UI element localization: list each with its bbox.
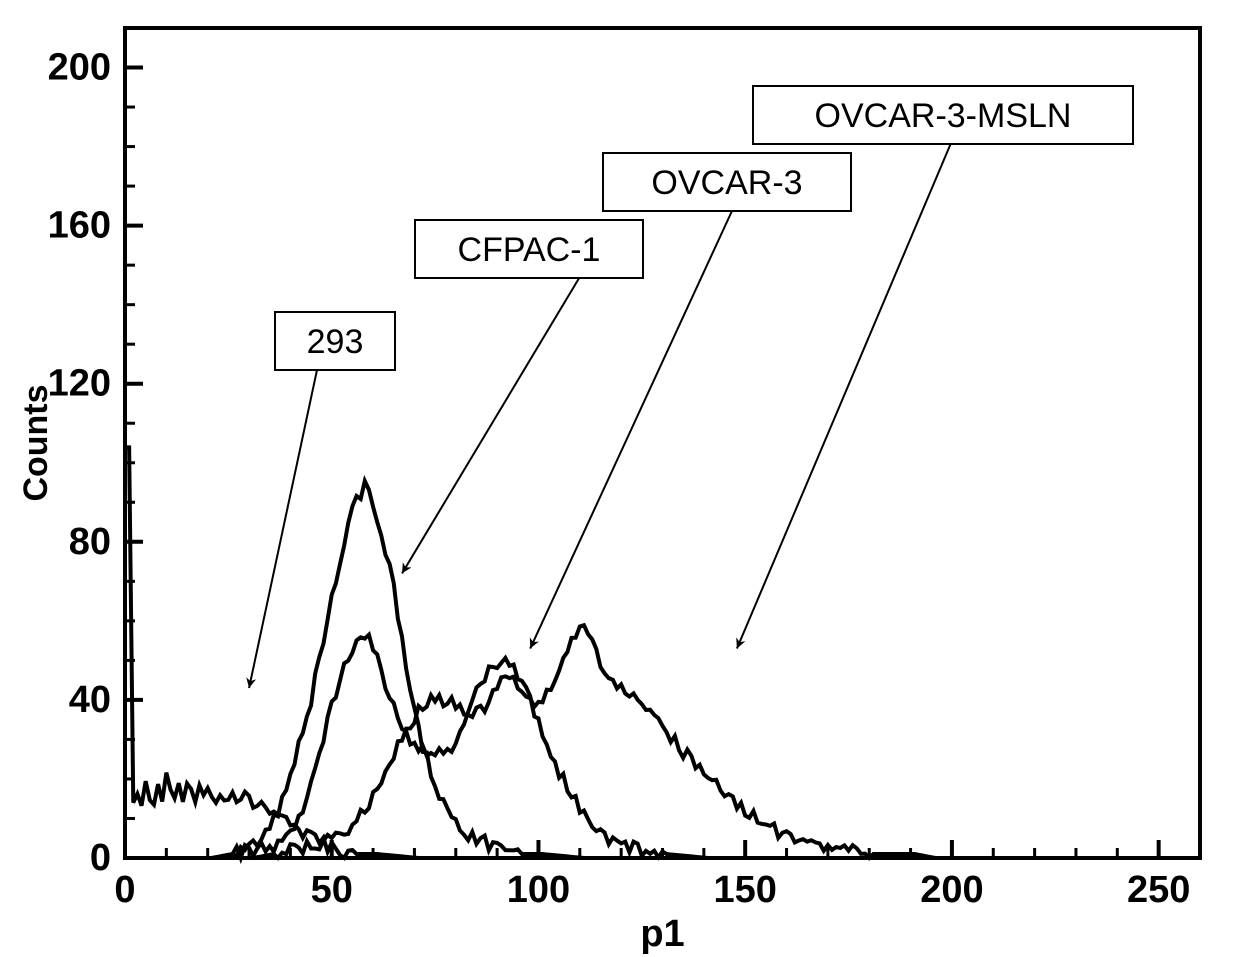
x-tick-label: 100 [507,869,570,911]
y-tick-label: 0 [90,837,111,879]
x-tick-label: 50 [311,869,353,911]
y-tick-label: 160 [48,205,111,247]
callout-label: 293 [307,323,364,361]
x-tick-label: 250 [1127,869,1190,911]
y-tick-label: 120 [48,363,111,405]
x-tick-label: 0 [114,869,135,911]
callout-label: OVCAR-3 [651,164,802,202]
callout-label: OVCAR-3-MSLN [815,97,1072,135]
y-tick-label: 200 [48,47,111,89]
x-tick-label: 200 [920,869,983,911]
x-tick-label: 150 [713,869,776,911]
y-axis-label: Counts [17,384,55,501]
x-axis-label: p1 [640,913,684,955]
chart-container: { "chart": { "type": "histogram-overlay"… [0,0,1240,957]
flow-cytometry-histogram: 0 50 100 150 200 250 p1 0 40 80 120 160 200 Counts 293… [0,0,1240,957]
y-tick-label: 80 [69,521,111,563]
y-tick-label: 40 [69,679,111,721]
callout-label: CFPAC-1 [458,231,601,269]
